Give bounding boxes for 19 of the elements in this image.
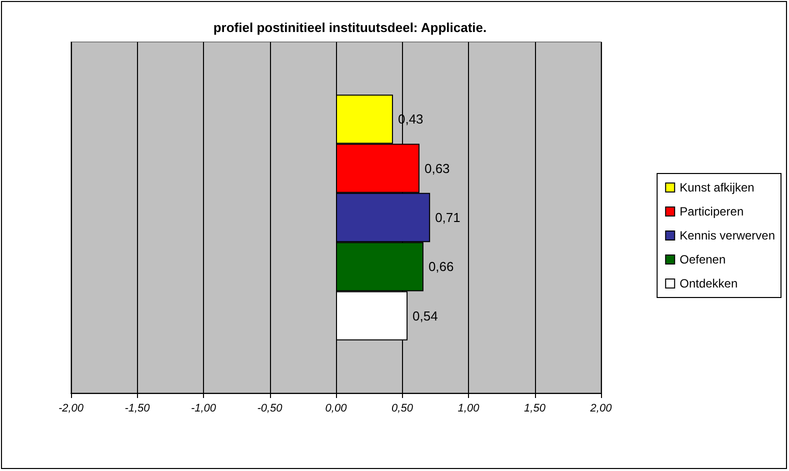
legend-label: Ontdekken (680, 276, 738, 290)
x-tick-label: -0,50 (257, 402, 284, 414)
x-tick-label: -2,00 (58, 402, 84, 414)
data-label: 0,63 (424, 160, 450, 176)
legend-label: Oefenen (680, 252, 726, 266)
data-label: 0,66 (428, 259, 454, 274)
x-tick-label: 1,50 (524, 402, 546, 414)
chart-title: profiel postinitieel instituutsdeel: Applicatie. (213, 20, 487, 35)
x-tick-label: -1,00 (190, 402, 217, 414)
x-tick-label: 0,00 (325, 402, 348, 414)
x-tick-label: -1,50 (124, 402, 151, 414)
data-label: 0,54 (412, 308, 438, 324)
legend-label: Kennis verwerven (680, 228, 776, 242)
legend-label: Kunst afkijken (680, 180, 754, 194)
x-tick-label: 2,00 (589, 402, 613, 414)
data-label: 0,71 (435, 210, 460, 225)
legend-label: Participeren (680, 204, 744, 218)
x-tick-label: 0,50 (392, 402, 414, 414)
x-tick-label: 1,00 (458, 402, 480, 414)
